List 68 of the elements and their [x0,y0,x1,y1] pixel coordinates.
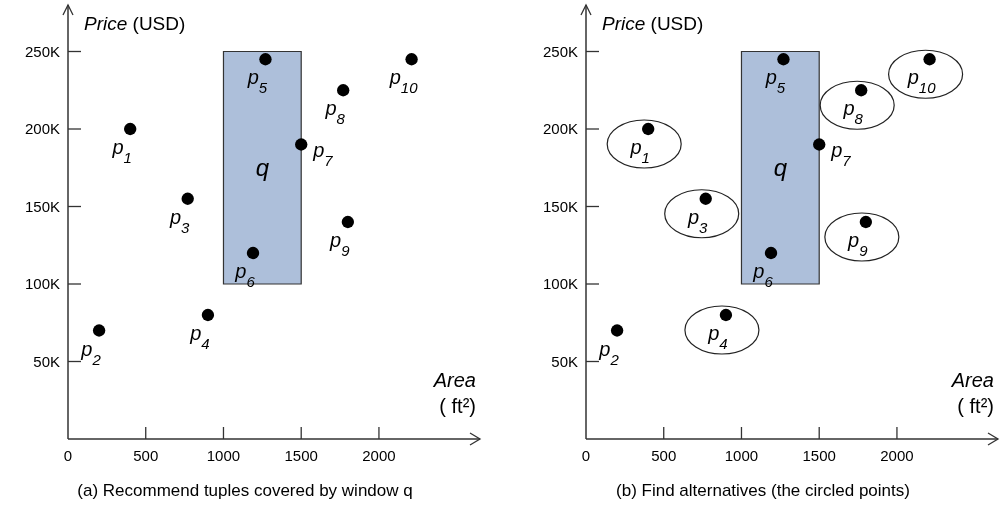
x-tick-label: 2000 [362,447,396,464]
annotation: p$_{8}$ [324,97,346,127]
point [610,324,624,337]
annotation: p$_{9}$ [847,229,869,259]
annotation: p$_{9}$ [329,229,351,259]
annotation: p$_{2}$ [80,337,102,367]
y-tick-label: 200K [24,120,60,138]
point [642,122,655,136]
point [337,84,350,97]
point [855,84,868,97]
point [295,138,308,151]
text: (a) Recommend tuples covered by window q [77,481,413,500]
annotation: p$_{5}$ [764,66,786,96]
point [699,192,712,205]
y-tick-label: 150K [24,197,60,215]
annotation: p$_{6}$ [234,260,256,290]
y-tick-label: 200K [542,120,578,138]
annotation: p$_{4}$ [189,322,210,352]
y-tick-label: 150K [542,197,578,215]
point [92,324,106,337]
point [246,246,260,260]
point [405,53,418,66]
x-tick-label: 2000 [880,447,914,464]
annotation: q [773,154,788,182]
annotation: p$_{2}$ [598,337,620,367]
y-tick-label: 100K [542,275,578,293]
y-axis-title: Price (USD) [602,13,704,34]
y-tick-label: 50K [33,352,60,370]
x-tick-label: 1500 [284,447,318,464]
x-tick-label: 500 [133,447,159,464]
text: (b) Find alternatives (the circled points) [616,481,910,500]
annotation: p$_{3}$ [686,205,709,236]
annotation: p$_{7}$ [312,138,334,168]
y-tick-label: 250K [24,42,60,60]
annotation: p$_{1}$ [111,136,132,166]
point [341,215,355,229]
x-tick-label: 0 [581,447,591,464]
annotation: p$_{7}$ [830,138,852,168]
point [923,53,936,66]
x-tick-label: 1500 [802,447,836,464]
x-tick-label: 0 [63,447,73,464]
y-axis-title: Price (USD) [84,13,186,34]
annotation: p$_{1}$ [629,136,650,166]
annotation: p$_{10}$ [906,66,937,96]
point [124,122,137,136]
annotation: q [255,154,270,182]
point [764,246,778,260]
x-tick-label: 500 [651,447,677,464]
y-tick-label: 50K [551,352,578,370]
annotation: p$_{3}$ [168,205,191,236]
x-axis-title: Area ( ft²) [950,369,994,417]
annotation: p$_{6}$ [752,260,774,290]
x-tick-label: 1000 [206,447,241,464]
annotation: p$_{4}$ [707,322,728,352]
y-tick-label: 250K [542,42,578,60]
point [181,192,194,205]
x-tick-label: 1000 [724,447,759,464]
annotation: p$_{8}$ [842,97,864,127]
annotation: p$_{10}$ [388,66,419,96]
point [719,308,733,322]
point [859,215,873,229]
point [777,53,790,66]
point [201,308,215,322]
point [259,53,272,66]
point [813,138,826,151]
annotation: p$_{5}$ [246,66,268,96]
x-axis-title: Area ( ft²) [432,369,476,417]
y-tick-label: 100K [24,275,60,293]
